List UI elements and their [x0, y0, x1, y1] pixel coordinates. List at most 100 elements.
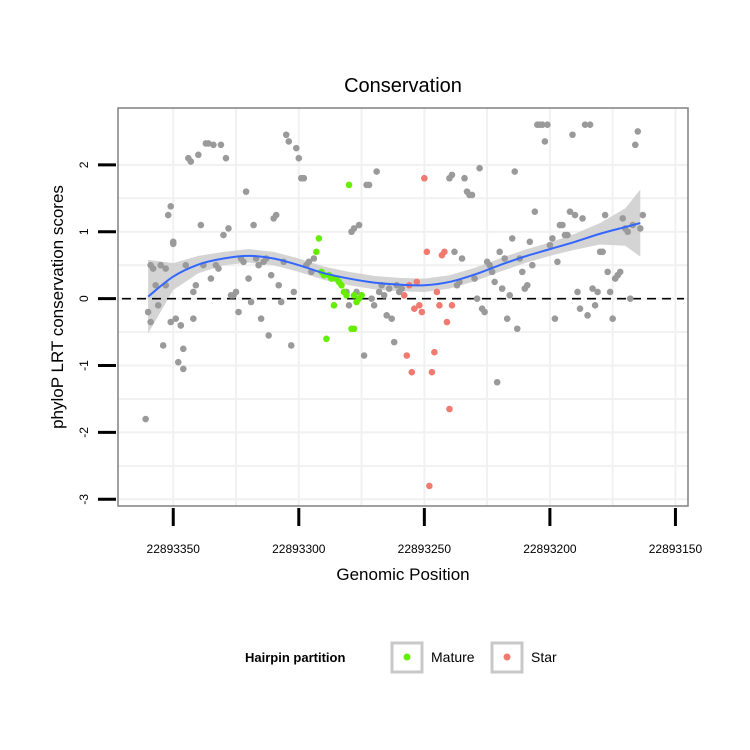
point-other	[255, 261, 262, 269]
x-axis-label: Genomic Position	[336, 565, 469, 584]
point-other	[636, 225, 644, 232]
point-other	[383, 312, 390, 319]
point-other	[177, 322, 185, 329]
point-other	[390, 338, 398, 346]
point-other	[355, 221, 363, 229]
chart-title: Conservation	[344, 75, 462, 97]
point-mature	[338, 281, 345, 289]
point-other	[169, 240, 177, 248]
point-other	[601, 211, 609, 219]
point-other	[604, 268, 611, 276]
point-other	[624, 228, 632, 236]
point-other	[285, 138, 293, 145]
point-other	[511, 168, 519, 175]
point-other	[360, 352, 368, 359]
point-star	[443, 318, 451, 326]
point-star	[408, 368, 416, 376]
point-star	[428, 368, 436, 376]
point-star	[416, 302, 423, 309]
point-other	[179, 345, 187, 353]
point-other	[190, 288, 197, 296]
point-other	[508, 235, 516, 242]
point-star	[403, 352, 411, 359]
point-other	[451, 248, 458, 256]
legend-title: Hairpin partition	[245, 650, 345, 665]
point-other	[207, 275, 215, 282]
y-axis-label: phyloP LRT conservation scores	[48, 185, 67, 429]
point-other	[539, 121, 546, 129]
point-other	[167, 318, 175, 326]
point-mature	[343, 291, 350, 299]
point-other	[282, 131, 290, 139]
point-other	[398, 285, 406, 292]
point-star	[433, 288, 441, 296]
point-other	[589, 285, 596, 292]
y-tick-label: 0	[77, 295, 91, 302]
point-other	[164, 211, 172, 219]
point-other	[267, 271, 275, 279]
point-other	[554, 258, 561, 266]
y-tick-label: -1	[77, 360, 91, 371]
point-other	[606, 288, 614, 296]
point-mature	[358, 291, 365, 299]
point-other	[290, 288, 298, 296]
point-other	[541, 138, 549, 145]
point-other	[581, 121, 589, 129]
point-other	[300, 174, 308, 182]
x-tick-label: 22893200	[523, 542, 577, 556]
point-other	[471, 275, 478, 282]
point-other	[232, 288, 240, 296]
point-other	[222, 154, 230, 162]
point-other	[149, 265, 157, 272]
point-other	[586, 121, 594, 129]
point-other	[159, 342, 167, 349]
point-mature	[330, 302, 338, 309]
point-other	[205, 140, 212, 147]
point-other	[265, 332, 272, 339]
point-mature	[323, 335, 330, 343]
point-other	[210, 141, 217, 149]
point-other	[574, 288, 581, 296]
point-other	[215, 265, 222, 272]
point-star	[431, 348, 438, 356]
legend-label-mature: Mature	[431, 649, 475, 665]
point-other	[350, 225, 358, 232]
panel-background	[118, 108, 688, 506]
point-mature	[313, 248, 320, 256]
point-other	[498, 285, 506, 292]
y-tick-label: -3	[77, 494, 91, 505]
point-star	[418, 308, 426, 316]
point-other	[518, 268, 526, 276]
point-other	[619, 215, 627, 222]
x-tick-label: 22893300	[272, 542, 326, 556]
point-other	[247, 298, 255, 306]
point-star	[446, 405, 453, 413]
point-other	[448, 171, 456, 179]
y-tick-label: -2	[77, 427, 91, 438]
point-star	[426, 482, 433, 490]
point-other	[373, 168, 380, 175]
point-star	[413, 278, 421, 286]
point-other	[167, 203, 175, 210]
point-other	[370, 302, 378, 309]
point-other	[486, 261, 493, 269]
point-mature	[350, 291, 358, 299]
point-other	[576, 305, 584, 312]
point-other	[365, 181, 373, 189]
point-other	[526, 238, 534, 246]
point-other	[310, 255, 318, 262]
point-other	[501, 255, 508, 262]
x-axis-ticks: 22893350 22893300 22893250 22893200 22893150	[147, 508, 703, 556]
point-other	[305, 258, 313, 266]
x-tick-label: 22893350	[147, 542, 201, 556]
point-other	[569, 131, 576, 139]
point-other	[461, 174, 468, 182]
point-star	[448, 302, 456, 309]
scatter-points	[142, 121, 647, 490]
legend-key-mature	[390, 641, 424, 674]
x-tick-label: 22893150	[649, 542, 703, 556]
point-other	[458, 255, 466, 262]
point-other	[599, 248, 606, 256]
point-other	[275, 281, 283, 289]
point-star	[441, 248, 448, 256]
